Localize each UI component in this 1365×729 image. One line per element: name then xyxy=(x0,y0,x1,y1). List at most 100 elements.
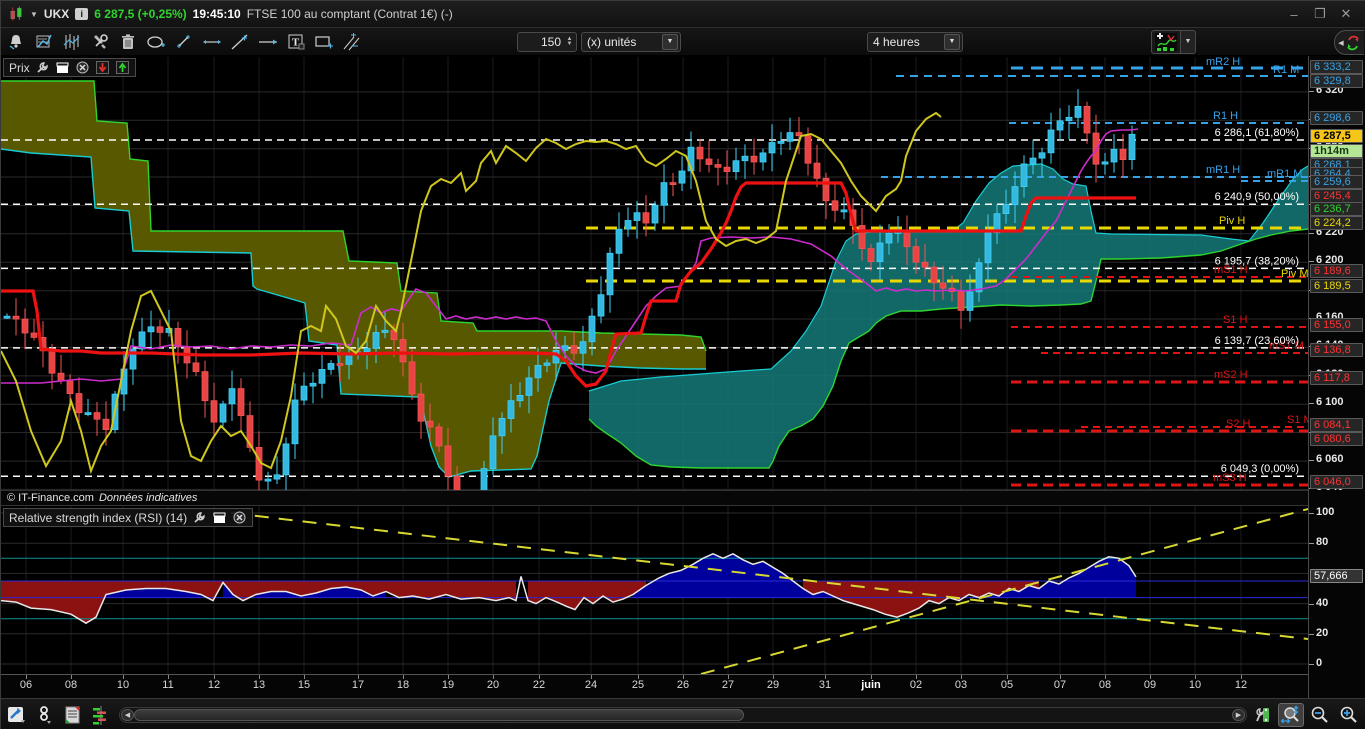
window-icon[interactable] xyxy=(212,511,227,525)
candle-body xyxy=(453,475,461,491)
window-controls: – ❐ ✕ xyxy=(1286,6,1358,22)
candle-body xyxy=(579,341,587,354)
candle-body xyxy=(777,141,785,144)
positions-bars-icon[interactable] xyxy=(89,704,113,726)
timeframe-select[interactable]: 4 heures ▼ xyxy=(867,31,963,52)
price-level-box: 6 333,2 xyxy=(1310,60,1363,74)
timeframe-value: 4 heures xyxy=(873,34,920,49)
chart-labels: mR2 H R1 M R1 H mR1 H mR1 M Piv H mS1 H Piv M S1… xyxy=(1206,57,1308,484)
trash-icon[interactable] xyxy=(115,30,141,54)
candle-body xyxy=(1065,117,1073,122)
close-panel-icon[interactable] xyxy=(232,511,247,525)
rsi-trendline-descending[interactable] xyxy=(230,512,1308,640)
window-icon[interactable] xyxy=(55,61,70,75)
axis-tick-mark xyxy=(638,675,639,679)
units-mode-dropdown-caret[interactable]: ▼ xyxy=(662,33,678,50)
time-axis-label: 08 xyxy=(1098,679,1112,691)
add-indicator-group: ▼ xyxy=(1151,29,1196,54)
horizontal-segment-tool-icon[interactable] xyxy=(199,30,225,54)
alerts-bell-icon[interactable] xyxy=(3,30,29,54)
info-icon[interactable]: i xyxy=(75,8,89,20)
tools-icon[interactable] xyxy=(87,30,113,54)
horizontal-line-tool-icon[interactable] xyxy=(255,30,281,54)
time-axis-label: 26 xyxy=(676,679,690,691)
units-count-input[interactable]: 150 ▲ ▼ xyxy=(517,31,577,52)
indicator-builder-icon[interactable] xyxy=(31,30,57,54)
units-count-value: 150 xyxy=(540,34,561,49)
candle-body xyxy=(327,363,335,370)
candle-body xyxy=(570,345,578,354)
axis-tick-mark xyxy=(1309,91,1314,92)
price-chart[interactable]: mR2 H R1 M R1 H mR1 H mR1 M Piv H mS1 H Piv M S1… xyxy=(1,57,1308,491)
candle-body xyxy=(444,445,452,477)
scrollbar-thumb[interactable] xyxy=(134,708,744,721)
time-axis-label: 08 xyxy=(64,679,78,691)
time-axis-label: juin xyxy=(861,679,881,691)
rsi-bear-fill xyxy=(1,581,1059,624)
refresh-icon[interactable] xyxy=(1345,34,1361,52)
chart-settings-wrench-icon[interactable] xyxy=(1251,704,1275,726)
axis-tick-mark xyxy=(1060,675,1061,679)
time-axis[interactable]: 06 08 10 11 12 13 15 17 18 19 20 22 24 25 26 27 29 31 juin… xyxy=(1,674,1308,698)
report-doc-icon[interactable] xyxy=(61,704,85,726)
minimize-button[interactable]: – xyxy=(1290,6,1298,22)
time-axis-label: 17 xyxy=(351,679,365,691)
settings-wrench-icon[interactable] xyxy=(35,61,50,75)
axis-tick-mark xyxy=(1309,664,1314,665)
time-axis-label: 19 xyxy=(441,679,455,691)
units-mode-select[interactable]: (x) unités ▼ xyxy=(581,31,681,52)
text-tool-icon[interactable]: T xyxy=(283,30,309,54)
add-indicator-button[interactable] xyxy=(1151,29,1181,54)
candle-body xyxy=(3,315,11,319)
chart-export-icon[interactable] xyxy=(5,704,29,726)
candle-body xyxy=(903,230,911,248)
rsi-axis-tick: 100 xyxy=(1316,506,1335,518)
candle-body xyxy=(1110,148,1118,163)
zoom-out-button[interactable] xyxy=(1307,703,1333,727)
rsi-trendline-ascending[interactable] xyxy=(700,508,1308,674)
candle-body xyxy=(642,212,650,224)
candle-body xyxy=(219,403,227,423)
rectangle-tool-icon[interactable] xyxy=(311,30,337,54)
axis-tick-mark xyxy=(1309,513,1314,514)
scroll-right-button[interactable]: ▶ xyxy=(1232,708,1245,721)
kijun-line xyxy=(1,181,1136,388)
add-indicator-dropdown-caret[interactable]: ▼ xyxy=(1181,29,1196,54)
sell-order-icon[interactable] xyxy=(95,61,110,75)
scroll-left-button[interactable]: ◀ xyxy=(121,708,134,721)
units-stepper[interactable]: ▲ ▼ xyxy=(566,35,573,47)
symbol-dropdown-caret[interactable]: ▼ xyxy=(30,9,38,19)
rsi-axis-tick: 20 xyxy=(1316,627,1329,639)
ellipse-tool-icon[interactable] xyxy=(143,30,169,54)
zoom-in-button[interactable] xyxy=(1336,703,1362,727)
close-button[interactable]: ✕ xyxy=(1340,6,1352,21)
time-axis-label: 29 xyxy=(766,679,780,691)
segment-tool-icon[interactable] xyxy=(171,30,197,54)
settings-wrench-icon[interactable] xyxy=(192,511,207,525)
zoom-fit-button[interactable] xyxy=(1278,702,1304,727)
link-tool-icon[interactable] xyxy=(33,704,57,726)
trend-line-tool-icon[interactable] xyxy=(227,30,253,54)
time-scrollbar[interactable]: ◀ ▶ xyxy=(119,706,1247,723)
refresh-tab-caret[interactable]: ◀ xyxy=(1338,39,1344,47)
rsi-chart[interactable] xyxy=(1,506,1308,674)
restore-button[interactable]: ❐ xyxy=(1314,6,1326,21)
axis-tick-mark xyxy=(916,675,917,679)
rsi-axis[interactable]: 100 80 40 20 0 57,666 xyxy=(1308,506,1365,674)
buy-order-icon[interactable] xyxy=(115,61,130,75)
candle-body xyxy=(138,331,146,350)
timeframe-dropdown-caret[interactable]: ▼ xyxy=(944,33,960,50)
axis-tick-mark xyxy=(493,675,494,679)
price-bars-icon[interactable] xyxy=(59,30,85,54)
axis-tick-mark xyxy=(728,675,729,679)
candle-body xyxy=(282,443,290,476)
close-panel-icon[interactable] xyxy=(75,61,90,75)
candle-body xyxy=(498,417,506,437)
candle-body xyxy=(309,382,317,387)
candle-body xyxy=(957,291,965,311)
refresh-tab[interactable]: ◀ xyxy=(1334,30,1364,55)
price-panel-header: Prix xyxy=(3,58,136,77)
fork-tool-icon[interactable] xyxy=(339,30,365,54)
candle-body xyxy=(372,332,380,349)
